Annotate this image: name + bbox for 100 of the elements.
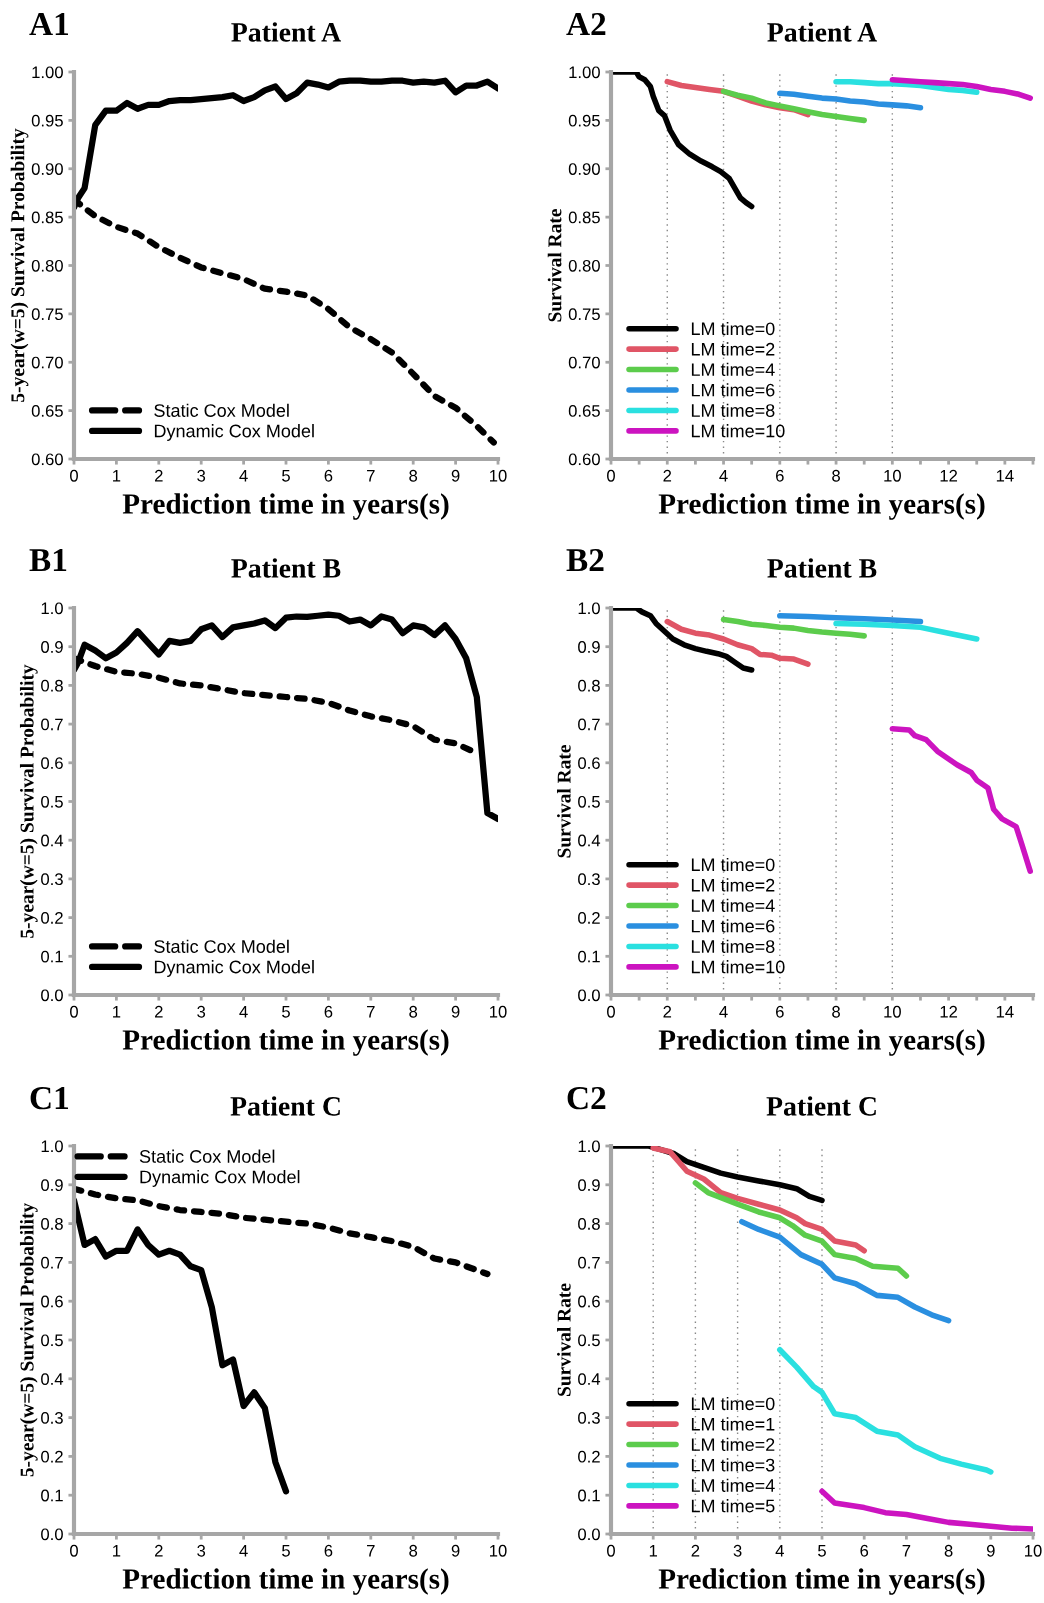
y-tick-label: 0.8	[41, 1218, 63, 1230]
y-tick-label: 1.00	[569, 66, 600, 79]
x-axis-title: Prediction time in years(s)	[122, 1029, 449, 1056]
x-tick-label: 8	[832, 469, 840, 482]
y-tick-label: 1.0	[578, 1140, 600, 1153]
legend-label: Dynamic Cox Model	[154, 960, 314, 977]
legend-label: LM time=6	[691, 383, 775, 397]
y-tick-label: 0.3	[41, 873, 63, 886]
y-tick-label: 0.7	[41, 1256, 63, 1269]
y-tick-label: 0.1	[41, 950, 63, 963]
text: B2	[566, 548, 604, 572]
y-tick-label: 0.1	[578, 1489, 600, 1502]
legend-label: LM time=2	[691, 878, 775, 892]
x-tick-label: 9	[986, 1544, 995, 1557]
x-axis-title: Prediction time in years(s)	[658, 1568, 985, 1595]
legend-label: Dynamic Cox Model	[140, 1170, 300, 1187]
chart-title: Patient A	[231, 22, 341, 42]
y-tick-label: 0.9	[578, 1179, 600, 1191]
legend-label: LM time=0	[691, 857, 775, 872]
y-tick-label: 0.3	[41, 1412, 63, 1424]
text: B1	[29, 549, 67, 572]
x-tick-label: 3	[197, 469, 206, 482]
x-axis-title: Prediction time in years(s)	[122, 1568, 449, 1595]
y-tick-label: 0.4	[41, 834, 64, 847]
x-tick-label: 6	[324, 1544, 333, 1557]
y-tick-label: 0.8	[578, 1218, 600, 1230]
x-tick-label: 2	[691, 1544, 700, 1557]
x-tick-label: 4	[775, 1545, 784, 1557]
x-tick-label: 2	[663, 1005, 672, 1018]
legend-label: LM time=8	[691, 939, 775, 953]
x-tick-label: 5	[818, 1545, 826, 1557]
x-tick-label: 4	[239, 1006, 248, 1018]
text: A1	[29, 13, 69, 36]
y-tick-label: 0.2	[578, 1450, 600, 1463]
y-tick-label: 0.5	[578, 1334, 600, 1347]
y-tick-label: 0.70	[31, 356, 63, 369]
legend-label: Static Cox Model	[154, 403, 289, 417]
y-tick-label: 0.65	[568, 405, 600, 417]
y-tick-label: 0.3	[578, 1412, 600, 1424]
x-tick-label: 12	[940, 1005, 958, 1018]
chart-title: Patient B	[231, 558, 341, 578]
y-tick-label: 0.80	[568, 259, 600, 272]
y-tick-label: 0.5	[578, 795, 600, 808]
x-tick-label: 2	[155, 469, 163, 482]
y-tick-label: 0.60	[568, 453, 600, 466]
y-tick-label: 0.4	[41, 1373, 64, 1385]
y-axis-title: 5-year(w=5) Survival Probability	[10, 128, 29, 402]
y-axis-title: 5-year(w=5) Survival Probability	[19, 664, 38, 938]
x-tick-label: 5	[282, 1545, 290, 1557]
x-tick-label: 7	[367, 1545, 375, 1557]
x-tick-label: 6	[860, 1544, 869, 1557]
x-tick-label: 5	[282, 1006, 290, 1018]
x-tick-label: 4	[719, 1006, 728, 1018]
y-tick-label: 0.7	[578, 1256, 600, 1269]
y-tick-label: 0.5	[41, 1334, 63, 1347]
x-tick-label: 0	[607, 1005, 615, 1018]
y-tick-label: 0.9	[41, 1179, 63, 1191]
y-tick-label: 0.95	[31, 114, 63, 127]
x-tick-label: 4	[719, 470, 728, 482]
y-tick-label: 0.6	[41, 757, 63, 769]
x-tick-label: 8	[832, 1005, 840, 1018]
x-tick-label: 3	[197, 1544, 206, 1557]
x-axis-title: Prediction time in years(s)	[122, 493, 449, 520]
text: C2	[567, 1086, 606, 1110]
y-tick-label: 0.4	[578, 834, 601, 847]
legend-label: LM time=4	[691, 362, 775, 377]
y-tick-label: 0.85	[568, 211, 600, 224]
y-tick-label: 0.2	[578, 912, 600, 924]
x-tick-label: 9	[451, 469, 460, 482]
y-tick-label: 0.1	[41, 1489, 63, 1502]
y-tick-label: 0.80	[31, 259, 63, 272]
x-tick-label: 4	[239, 1545, 248, 1557]
x-tick-label: 0	[607, 469, 615, 482]
y-tick-label: 0.0	[578, 1528, 600, 1541]
y-tick-label: 0.9	[578, 641, 600, 653]
x-axis-title: Prediction time in years(s)	[658, 493, 985, 520]
y-axis-title: Survival Rate	[547, 209, 562, 322]
y-tick-label: 1.0	[41, 1140, 63, 1153]
x-tick-label: 0	[70, 1005, 78, 1018]
x-tick-label: 7	[367, 470, 375, 482]
y-tick-label: 0.9	[41, 641, 63, 653]
legend-label: LM time=0	[691, 1396, 775, 1411]
legend-label: LM time=0	[691, 321, 775, 336]
legend-label: LM time=4	[691, 898, 775, 913]
y-tick-label: 0.8	[41, 679, 63, 692]
x-tick-label: 7	[902, 1545, 911, 1557]
chart-title: Patient C	[766, 1096, 876, 1116]
legend-label: LM time=5	[691, 1499, 775, 1513]
x-tick-label: 3	[733, 1544, 742, 1557]
y-tick-label: 0.4	[578, 1373, 601, 1385]
x-tick-label: 6	[776, 469, 784, 482]
y-axis-title: Survival Rate	[557, 745, 571, 858]
x-tick-label: 10	[884, 469, 901, 482]
x-tick-label: 1	[113, 470, 121, 482]
chart-title: Patient C	[230, 1096, 340, 1116]
chart-title: Patient B	[767, 558, 877, 578]
y-tick-label: 0.85	[31, 211, 63, 224]
y-tick-label: 0.6	[578, 1295, 600, 1308]
x-tick-label: 0	[70, 469, 78, 482]
y-axis-title: Survival Rate	[557, 1283, 571, 1396]
